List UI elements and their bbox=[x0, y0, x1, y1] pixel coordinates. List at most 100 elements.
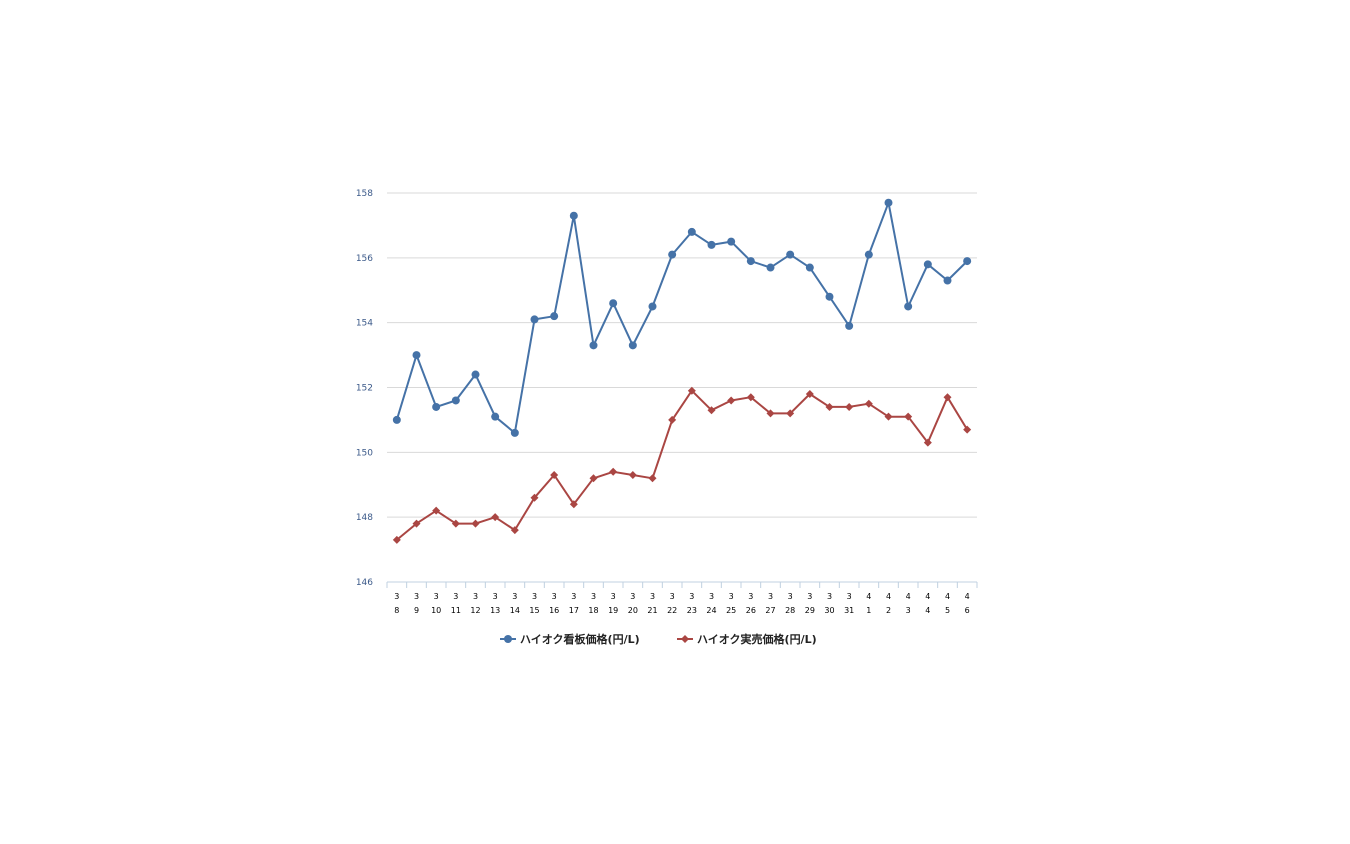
x-tick-label-month: 3 bbox=[414, 592, 419, 601]
y-tick-label: 152 bbox=[356, 384, 373, 394]
x-tick-label-day: 16 bbox=[549, 606, 559, 615]
x-tick-label-day: 15 bbox=[529, 606, 539, 615]
x-tick-label-day: 27 bbox=[765, 606, 775, 615]
data-point bbox=[530, 493, 539, 502]
x-tick-label-month: 3 bbox=[453, 592, 458, 601]
data-point bbox=[648, 302, 657, 311]
data-point bbox=[668, 250, 677, 259]
data-point bbox=[864, 250, 873, 259]
x-tick-label-month: 3 bbox=[709, 592, 714, 601]
x-tick-label-day: 5 bbox=[945, 606, 950, 615]
x-tick-label-month: 3 bbox=[827, 592, 832, 601]
data-point bbox=[943, 276, 952, 285]
x-tick-label-month: 3 bbox=[807, 592, 812, 601]
legend-label: ハイオク実売価格(円/L) bbox=[697, 632, 817, 646]
series-1 bbox=[392, 198, 972, 437]
x-tick-label-month: 3 bbox=[670, 592, 675, 601]
data-point bbox=[825, 292, 834, 301]
legend-item: ハイオク実売価格(円/L) bbox=[677, 632, 817, 646]
data-point bbox=[432, 506, 441, 515]
data-point bbox=[707, 406, 716, 415]
x-tick-label-day: 19 bbox=[608, 606, 618, 615]
x-tick-label-day: 1 bbox=[866, 606, 871, 615]
x-tick-label-day: 2 bbox=[886, 606, 891, 615]
x-tick-label-month: 3 bbox=[748, 592, 753, 601]
x-tick-label-month: 3 bbox=[689, 592, 694, 601]
data-point bbox=[550, 471, 559, 480]
y-tick-label: 146 bbox=[356, 578, 373, 588]
data-point bbox=[904, 412, 913, 421]
data-point bbox=[963, 257, 972, 266]
x-tick-label-day: 31 bbox=[844, 606, 854, 615]
x-tick-label-day: 12 bbox=[470, 606, 480, 615]
data-point bbox=[766, 409, 775, 418]
data-point bbox=[491, 513, 500, 522]
series-line bbox=[396, 389, 969, 541]
x-tick-label-month: 3 bbox=[512, 592, 517, 601]
grid-lines bbox=[387, 192, 977, 583]
x-tick-label-month: 4 bbox=[945, 592, 950, 601]
data-point bbox=[569, 211, 578, 220]
data-point bbox=[825, 402, 834, 411]
data-point bbox=[471, 519, 480, 528]
x-tick-label-day: 9 bbox=[414, 606, 419, 615]
x-tick-label-month: 3 bbox=[571, 592, 576, 601]
x-tick-label-month: 3 bbox=[788, 592, 793, 601]
data-point bbox=[609, 467, 618, 476]
x-tick-label-day: 14 bbox=[510, 606, 520, 615]
legend-marker-diamond-icon bbox=[681, 635, 689, 643]
x-tick-label-day: 18 bbox=[588, 606, 598, 615]
data-point bbox=[746, 257, 755, 266]
data-point bbox=[687, 386, 696, 395]
series-group bbox=[392, 198, 972, 544]
data-point bbox=[491, 412, 500, 421]
x-tick-label-month: 3 bbox=[591, 592, 596, 601]
data-point bbox=[727, 237, 736, 246]
data-point bbox=[786, 409, 795, 418]
x-tick-label-day: 8 bbox=[394, 606, 399, 615]
data-point bbox=[923, 438, 932, 447]
data-point bbox=[451, 519, 460, 528]
data-point bbox=[530, 315, 539, 324]
x-tick-label-month: 3 bbox=[434, 592, 439, 601]
data-point bbox=[471, 370, 480, 379]
data-point bbox=[864, 399, 873, 408]
y-tick-label: 154 bbox=[356, 319, 373, 329]
x-tick-label-day: 23 bbox=[687, 606, 697, 615]
x-tick-label-month: 3 bbox=[650, 592, 655, 601]
data-point bbox=[805, 389, 814, 398]
series-line bbox=[395, 201, 968, 434]
x-tick-label-day: 6 bbox=[965, 606, 970, 615]
data-point bbox=[628, 341, 637, 350]
data-point bbox=[432, 402, 441, 411]
legend-marker-circle-icon bbox=[504, 635, 512, 643]
data-point bbox=[707, 240, 716, 249]
data-point bbox=[510, 526, 519, 535]
x-tick-label-month: 4 bbox=[886, 592, 891, 601]
x-tick-label-day: 21 bbox=[647, 606, 657, 615]
x-tick-label-month: 4 bbox=[965, 592, 970, 601]
x-tick-label-day: 3 bbox=[906, 606, 911, 615]
x-tick-label-month: 3 bbox=[630, 592, 635, 601]
x-tick-label-month: 3 bbox=[611, 592, 616, 601]
x-tick-label-day: 13 bbox=[490, 606, 500, 615]
data-point bbox=[589, 474, 598, 483]
data-point bbox=[884, 412, 893, 421]
data-point bbox=[786, 250, 795, 259]
x-tick-label-day: 11 bbox=[451, 606, 461, 615]
y-tick-label: 156 bbox=[356, 254, 373, 264]
data-point bbox=[746, 393, 755, 402]
data-point bbox=[668, 415, 677, 424]
data-point bbox=[550, 312, 559, 321]
x-tick-label-month: 3 bbox=[729, 592, 734, 601]
x-tick-label-day: 4 bbox=[925, 606, 930, 615]
data-point bbox=[648, 474, 657, 483]
data-point bbox=[766, 263, 775, 272]
data-point bbox=[904, 302, 913, 311]
legend-label: ハイオク看板価格(円/L) bbox=[520, 632, 640, 646]
y-tick-label: 158 bbox=[356, 189, 373, 199]
data-point bbox=[845, 321, 854, 330]
data-point bbox=[451, 396, 460, 405]
data-point bbox=[412, 519, 421, 528]
